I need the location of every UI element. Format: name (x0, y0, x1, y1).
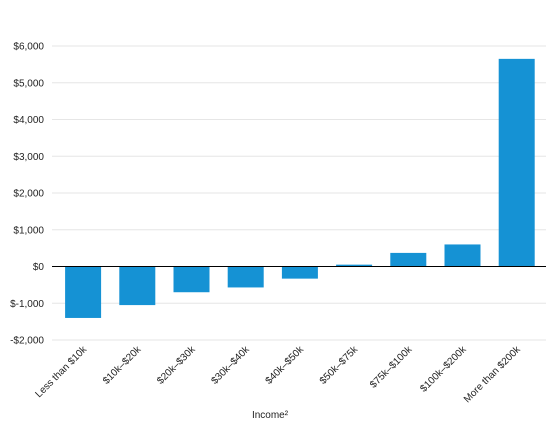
y-tick-label: $4,000 (13, 115, 44, 126)
x-tick-label: $10k–$20k (101, 344, 144, 387)
bar (498, 58, 535, 267)
bar (227, 266, 264, 288)
y-tick-label: $6,000 (13, 42, 44, 53)
y-tick-label: $-1,000 (10, 299, 44, 310)
y-tick-label: $2,000 (13, 189, 44, 200)
x-tick-label: $30k–$40k (209, 344, 252, 387)
x-tick-label: $40k–$50k (264, 344, 307, 387)
bar (119, 266, 156, 306)
x-tick-label: $20k–$30k (155, 344, 198, 387)
bar (336, 264, 373, 267)
bar (281, 266, 318, 279)
y-tick-label: $5,000 (13, 78, 44, 89)
bar (390, 252, 427, 267)
x-tick-label: Less than $10k (33, 344, 89, 400)
x-tick-label: $75k–$100k (368, 344, 415, 391)
bar (173, 266, 210, 293)
bar (65, 266, 102, 318)
y-tick-label: $1,000 (13, 225, 44, 236)
x-tick-label: $100k–$200k (418, 344, 469, 395)
x-tick-label: $50k–$75k (318, 344, 361, 387)
x-tick-label: More than $200k (462, 344, 524, 406)
y-tick-label: $3,000 (13, 152, 44, 163)
bar (444, 244, 481, 267)
y-axis-ticks: -$2,000 $-1,000 $0 $1,000 $2,000 $3,000 $4,000… (10, 42, 44, 347)
y-tick-label: -$2,000 (10, 336, 44, 347)
bars (65, 58, 535, 318)
x-axis-ticks: Less than $10k $10k–$20k $20k–$30k $30k–$40… (33, 344, 523, 406)
y-tick-label: $0 (33, 262, 45, 273)
x-axis-title: Income² (252, 410, 289, 421)
